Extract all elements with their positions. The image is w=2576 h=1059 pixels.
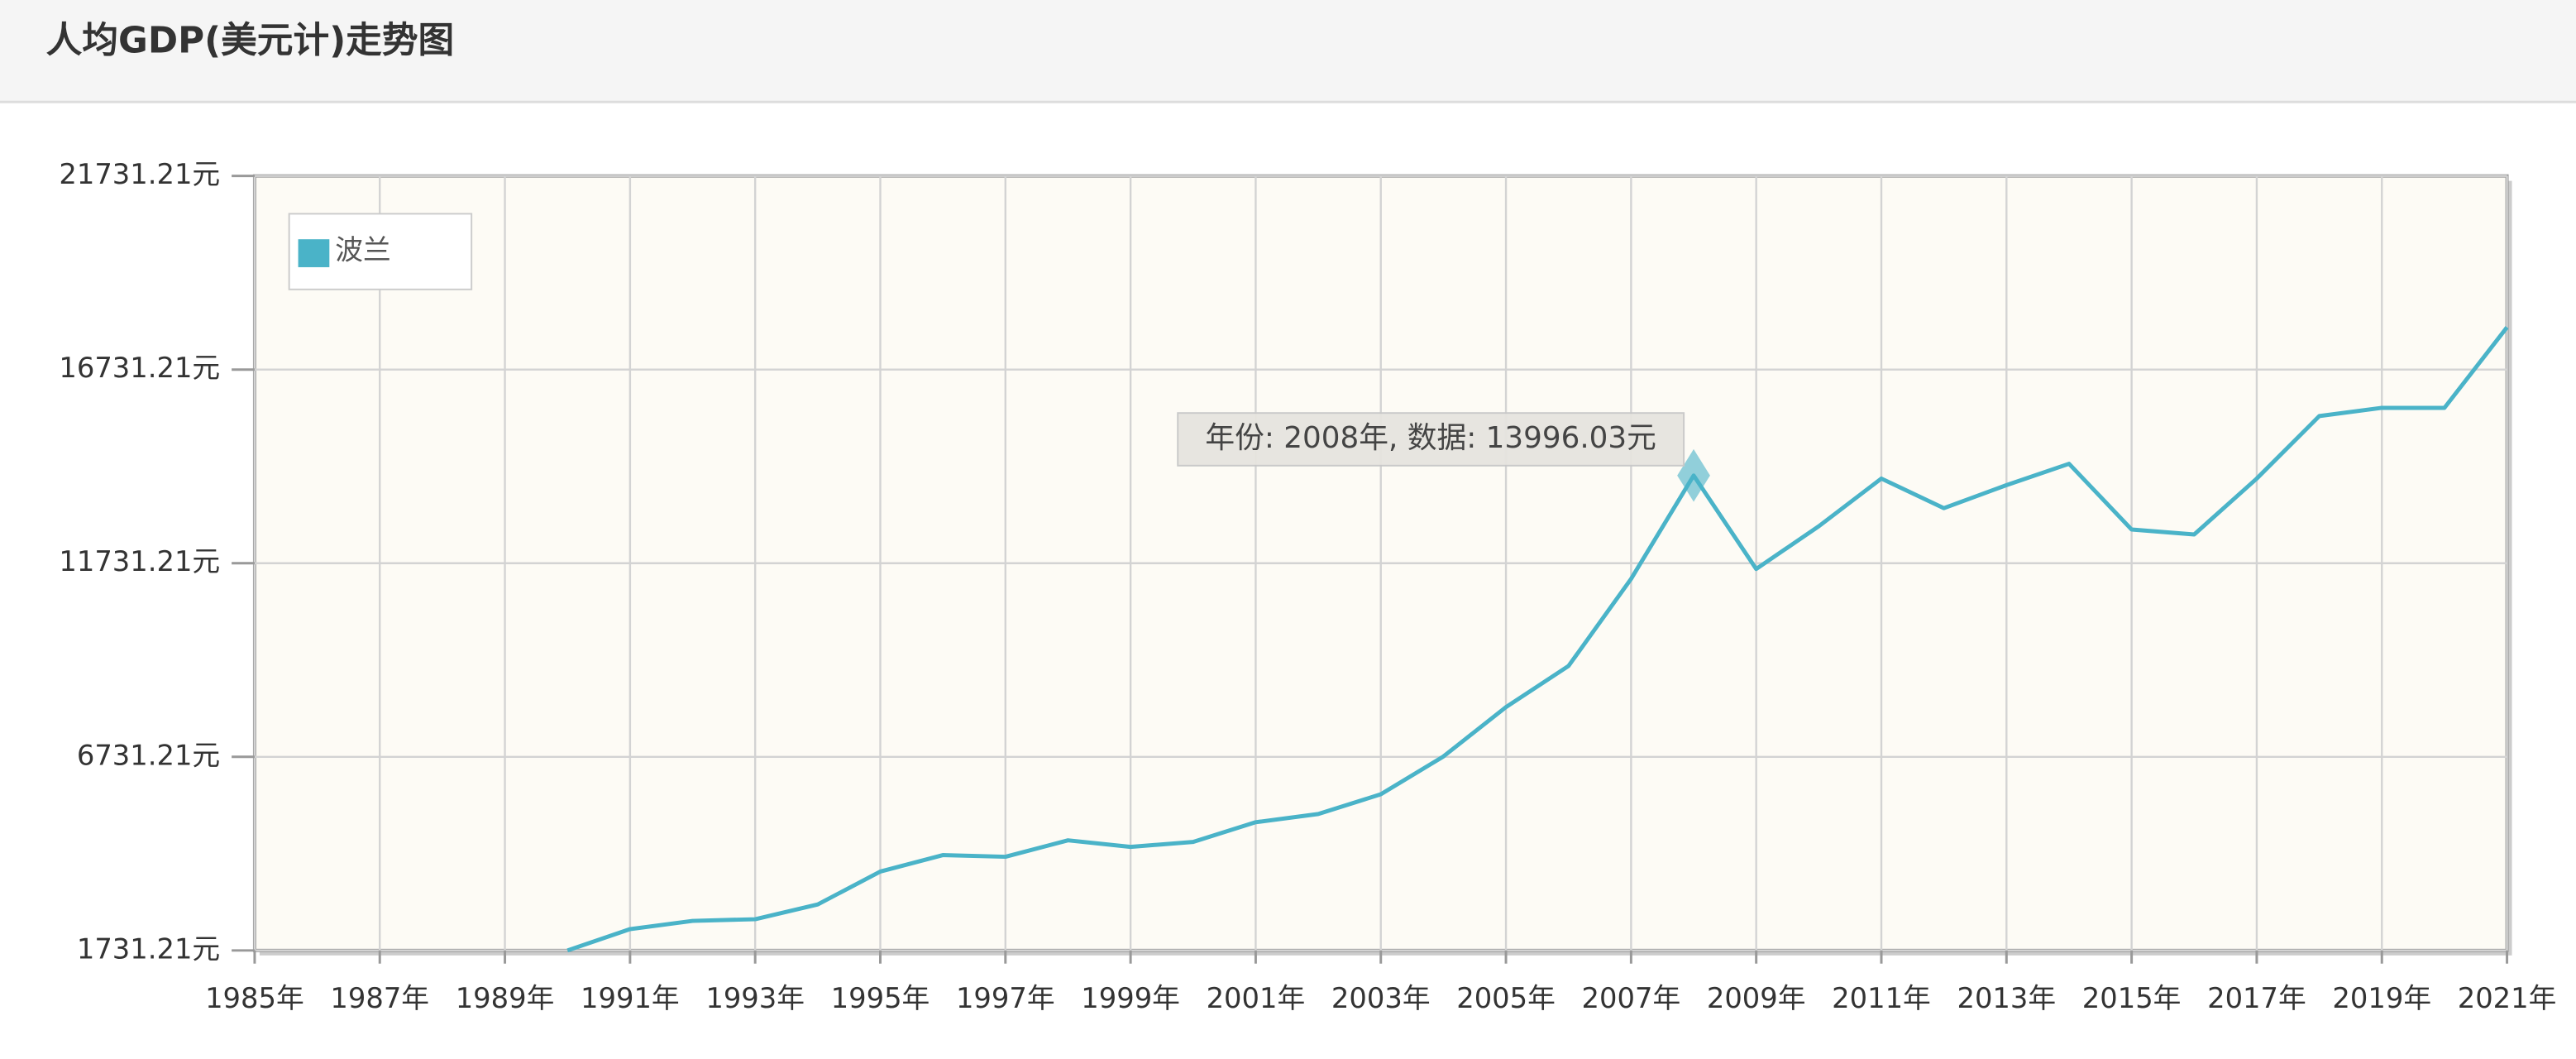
x-tick-label: 2005年	[1456, 982, 1556, 1014]
x-tick-label: 2003年	[1331, 982, 1431, 1014]
x-tick-label: 2021年	[2458, 982, 2557, 1014]
y-tick-label: 16731.21元	[59, 352, 220, 384]
header-bg	[0, 0, 2576, 103]
x-tick-label: 1993年	[705, 982, 805, 1014]
x-tick-label: 1999年	[1081, 982, 1180, 1014]
x-tick-label: 2001年	[1207, 982, 1306, 1014]
x-tick-label: 1985年	[205, 982, 304, 1014]
legend-swatch	[296, 237, 332, 269]
x-tick-label: 2015年	[2082, 982, 2182, 1014]
y-tick-label: 21731.21元	[59, 158, 220, 190]
x-tick-label: 1991年	[581, 982, 680, 1014]
y-tick-label: 11731.21元	[59, 545, 220, 577]
chart-title: 人均GDP(美元计)走势图	[46, 20, 455, 62]
x-tick-label: 2011年	[1832, 982, 1931, 1014]
tooltip-box	[1177, 412, 1685, 467]
x-tick-label: 1997年	[956, 982, 1055, 1014]
legend-label: 波兰	[335, 234, 391, 266]
series-line	[566, 326, 2509, 953]
x-tick-label: 2013年	[1957, 982, 2056, 1014]
x-tick-label: 1995年	[831, 982, 930, 1014]
x-tick-label: 2007年	[1582, 982, 1681, 1014]
x-tick-label: 1987年	[330, 982, 429, 1014]
x-tick-label: 2019年	[2332, 982, 2431, 1014]
tooltip-text: 年份: 2008年, 数据: 13996.03元	[1205, 421, 1656, 455]
highlight-marker	[1677, 448, 1710, 502]
y-tick-label: 6731.21元	[77, 739, 220, 771]
x-tick-label: 2017年	[2207, 982, 2306, 1014]
grid	[253, 175, 2508, 952]
x-tick-label: 2009年	[1707, 982, 1806, 1014]
x-tick-label: 1989年	[456, 982, 555, 1014]
y-tick-label: 1731.21元	[77, 932, 220, 965]
marks	[566, 326, 2509, 953]
